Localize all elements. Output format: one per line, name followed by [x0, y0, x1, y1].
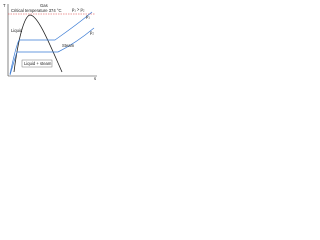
- isobar-p2: [9, 27, 95, 76]
- p1-label: p₁: [86, 14, 90, 19]
- saturation-dome: [13, 14, 63, 73]
- pressure-relation: p₁ > p₂: [72, 7, 85, 12]
- wet-box: [21, 59, 53, 68]
- isobar-p1: [9, 11, 93, 75]
- critical-label: Critical temperature 374 °C: [11, 8, 62, 13]
- s-axis-label: s: [94, 76, 96, 81]
- p2-label: p₂: [90, 30, 94, 35]
- wet-label: Liquid + steam: [24, 61, 52, 66]
- steam-label: Steam: [62, 43, 75, 48]
- phase-diagram: T s Gas Critical temperature 374 °C p₁ >…: [3, 3, 97, 81]
- t-axis-label: T: [3, 3, 6, 8]
- gas-label: Gas: [40, 3, 48, 8]
- liquid-label: Liquid: [11, 28, 23, 33]
